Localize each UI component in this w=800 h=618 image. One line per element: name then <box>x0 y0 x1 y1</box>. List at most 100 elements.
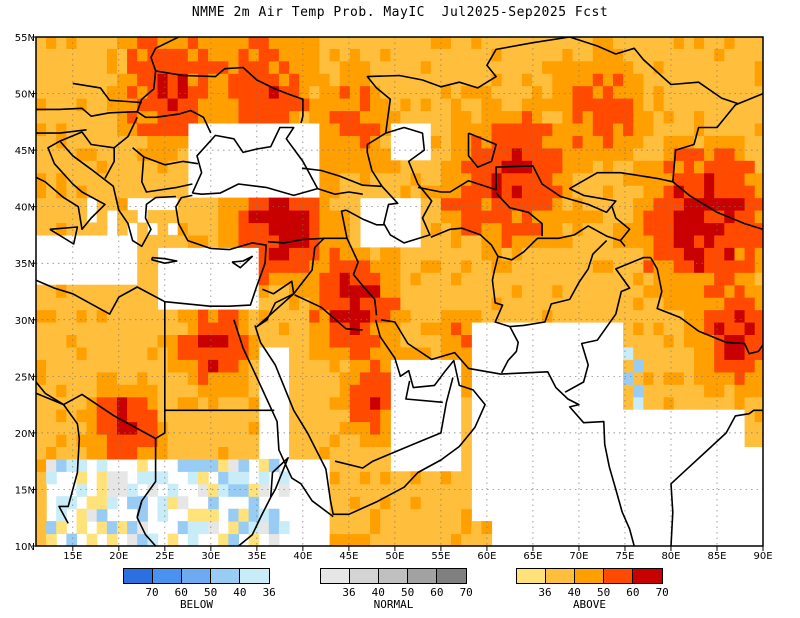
probability-cell <box>319 446 331 460</box>
probability-cell <box>602 135 614 149</box>
probability-cell <box>734 309 746 323</box>
probability-cell <box>218 533 229 546</box>
probability-cell <box>744 234 756 248</box>
probability-cell <box>157 384 169 398</box>
probability-cell <box>613 222 624 236</box>
probability-cell <box>471 60 482 74</box>
probability-cell <box>451 471 462 485</box>
probability-cell <box>177 421 189 435</box>
probability-cell <box>86 135 98 149</box>
probability-cell <box>380 73 391 87</box>
probability-cell <box>623 284 634 298</box>
probability-cell <box>663 73 675 87</box>
probability-cell <box>187 421 199 435</box>
probability-cell <box>339 259 351 273</box>
probability-cell <box>370 272 381 286</box>
y-tick-label: 50N <box>15 90 35 101</box>
probability-cell <box>451 147 462 161</box>
probability-cell <box>390 37 401 49</box>
probability-cell <box>592 147 604 161</box>
probability-cell <box>420 471 432 485</box>
probability-cell <box>451 533 462 546</box>
probability-cell <box>187 396 199 410</box>
probability-cell <box>228 210 239 224</box>
probability-cell <box>198 384 209 398</box>
probability-cell <box>532 185 543 199</box>
probability-cell <box>127 334 138 348</box>
probability-cell <box>157 371 169 385</box>
probability-cell <box>238 197 250 211</box>
probability-cell <box>734 284 746 298</box>
probability-cell <box>76 434 88 447</box>
probability-cell <box>248 371 260 385</box>
probability-cell <box>106 533 118 546</box>
probability-cell <box>633 185 644 199</box>
probability-cell <box>349 160 361 174</box>
probability-cell <box>663 210 675 224</box>
probability-cell <box>582 185 594 199</box>
probability-cell <box>572 110 584 124</box>
probability-cell <box>248 334 260 348</box>
probability-cell <box>430 98 442 112</box>
probability-cell <box>238 110 250 124</box>
probability-cell <box>339 73 351 87</box>
probability-cell <box>694 60 705 74</box>
probability-cell <box>218 197 229 211</box>
probability-cell <box>258 234 270 248</box>
probability-cell <box>673 234 685 248</box>
probability-cell <box>380 496 391 510</box>
probability-cell <box>532 284 543 298</box>
probability-cell <box>694 272 705 286</box>
probability-cell <box>127 185 138 199</box>
probability-cell <box>56 322 67 335</box>
probability-cell <box>76 48 88 62</box>
probability-cell <box>572 98 584 112</box>
probability-cell <box>511 284 523 298</box>
probability-cell <box>238 234 250 248</box>
probability-cell <box>359 309 371 323</box>
probability-cell <box>147 322 159 335</box>
probability-cell <box>754 160 763 174</box>
probability-cell <box>127 496 138 510</box>
probability-cell <box>623 60 634 74</box>
coastline-path <box>132 147 193 193</box>
probability-cell <box>198 346 209 360</box>
probability-cell <box>390 483 401 497</box>
probability-cell <box>198 309 209 323</box>
probability-cell <box>602 210 614 224</box>
probability-cell <box>258 334 270 348</box>
probability-cell <box>96 483 108 497</box>
probability-cell <box>66 60 78 74</box>
probability-cell <box>268 284 280 298</box>
coastline-path <box>36 392 156 440</box>
probability-cell <box>218 73 229 87</box>
x-tick-label: 85E <box>707 551 726 562</box>
probability-cell <box>673 123 685 136</box>
probability-cell <box>714 396 725 410</box>
probability-cell <box>137 309 148 323</box>
probability-cell <box>289 334 300 348</box>
probability-cell <box>167 483 179 497</box>
probability-cell <box>66 371 78 385</box>
probability-cell <box>694 48 705 62</box>
probability-cell <box>471 259 482 273</box>
probability-cell <box>643 135 655 149</box>
probability-cell <box>501 135 513 149</box>
probability-cell <box>319 210 331 224</box>
probability-cell <box>258 471 270 485</box>
probability-cell <box>673 135 685 149</box>
probability-cell <box>542 147 553 161</box>
probability-cell <box>734 259 746 273</box>
probability-cell <box>86 508 98 522</box>
y-tick-label: 15N <box>15 485 35 496</box>
probability-cell <box>532 297 543 311</box>
probability-cell <box>532 147 543 161</box>
probability-cell <box>734 37 746 49</box>
probability-cell <box>461 434 472 447</box>
probability-cell <box>96 147 108 161</box>
probability-cell <box>663 98 675 112</box>
probability-cell <box>46 434 57 447</box>
probability-cell <box>359 483 371 497</box>
probability-cell <box>329 434 341 447</box>
probability-cell <box>56 185 67 199</box>
